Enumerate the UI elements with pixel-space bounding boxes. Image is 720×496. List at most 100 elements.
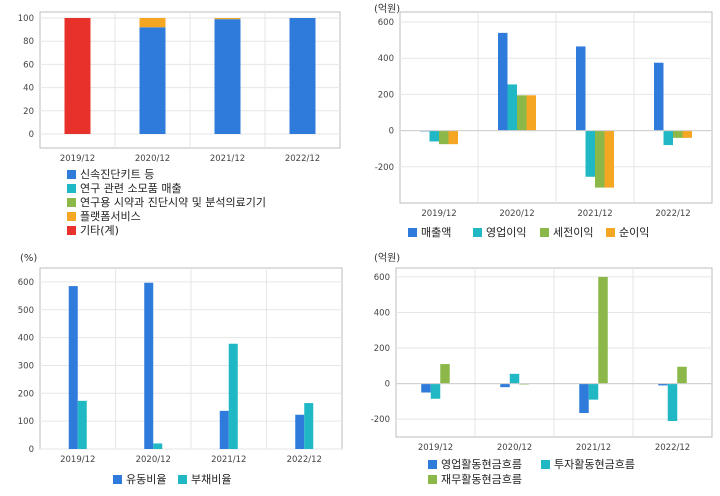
bar xyxy=(139,27,166,135)
legend-swatch xyxy=(67,198,76,207)
bar xyxy=(139,18,166,28)
y-tick-label: 0 xyxy=(29,130,34,140)
legend-swatch xyxy=(67,184,76,193)
y-tick-label: 200 xyxy=(18,389,34,399)
y-tick-label: 400 xyxy=(378,54,394,64)
bar xyxy=(517,95,527,131)
y-tick-label: 300 xyxy=(18,361,34,371)
bar xyxy=(498,32,508,131)
bar xyxy=(673,130,683,138)
y-tick-label: 600 xyxy=(18,278,34,288)
legend-swatch xyxy=(113,475,122,484)
unit-label: (억원) xyxy=(374,3,400,15)
bar xyxy=(595,130,605,188)
bar xyxy=(654,62,664,131)
x-tick-label: 2022/12 xyxy=(287,455,322,465)
bar xyxy=(68,286,78,449)
legend-label: 연구 관련 소모품 매출 xyxy=(80,182,182,195)
y-tick-label: 0 xyxy=(29,445,34,455)
legend-label: 영업이익 xyxy=(486,226,526,239)
legend-swatch xyxy=(428,475,437,484)
x-tick-label: 2021/12 xyxy=(576,443,611,453)
x-tick-label: 2021/12 xyxy=(211,455,246,465)
y-tick-label: 100 xyxy=(18,14,34,24)
bar xyxy=(507,84,517,131)
y-tick-label: 500 xyxy=(18,306,34,316)
legend-swatch xyxy=(540,228,549,237)
bar xyxy=(214,18,241,20)
legend-swatch xyxy=(408,228,417,237)
legend-label: 매출액 xyxy=(421,226,451,239)
bar xyxy=(682,130,692,138)
legend-label: 연구용 시약과 진단시약 및 분석의료기기 xyxy=(80,195,266,209)
bar xyxy=(576,46,586,131)
bar xyxy=(421,383,431,393)
bar xyxy=(440,364,450,384)
x-tick-label: 2022/12 xyxy=(655,443,690,453)
y-tick-label: -200 xyxy=(375,163,394,173)
bar xyxy=(579,383,589,413)
legend-label: 기타(계) xyxy=(80,224,119,237)
bar xyxy=(585,130,595,177)
y-tick-label: 80 xyxy=(23,37,34,47)
legend-swatch xyxy=(473,228,482,237)
x-tick-label: 2019/12 xyxy=(421,209,456,219)
x-tick-label: 2020/12 xyxy=(497,443,532,453)
legend-label: 세전이익 xyxy=(553,226,593,239)
legend-label: 순이익 xyxy=(619,226,649,239)
bar xyxy=(658,383,668,386)
x-tick-label: 2022/12 xyxy=(285,154,320,164)
unit-label: (%) xyxy=(20,253,37,264)
bar xyxy=(526,95,536,131)
bar xyxy=(153,443,163,449)
x-tick-label: 2022/12 xyxy=(655,209,690,219)
legend-label: 플랫폼서비스 xyxy=(80,210,141,223)
x-tick-label: 2020/12 xyxy=(499,209,534,219)
legend-label: 투자활동현금흐름 xyxy=(554,457,635,471)
y-tick-label: 60 xyxy=(23,60,34,70)
legend-label: 재무활동현금흐름 xyxy=(441,472,522,486)
x-tick-label: 2019/12 xyxy=(418,443,453,453)
bar xyxy=(430,383,441,399)
legend-label: 유동비율 xyxy=(126,473,166,486)
bar xyxy=(509,373,520,384)
y-tick-label: 200 xyxy=(374,344,390,354)
legend-swatch xyxy=(428,460,437,469)
legend-swatch xyxy=(67,212,76,221)
bar xyxy=(295,414,305,449)
bar xyxy=(604,130,614,188)
bar xyxy=(214,19,241,134)
y-tick-label: 600 xyxy=(378,18,394,28)
y-tick-label: 0 xyxy=(385,380,390,390)
y-tick-label: 0 xyxy=(389,127,394,137)
y-tick-label: 400 xyxy=(374,308,390,318)
y-tick-label: 20 xyxy=(23,107,34,117)
bar xyxy=(598,276,608,384)
x-tick-label: 2021/12 xyxy=(577,209,612,219)
bar xyxy=(500,383,510,388)
y-tick-label: 40 xyxy=(23,84,34,94)
y-tick-label: 100 xyxy=(18,417,34,427)
y-tick-label: 400 xyxy=(18,334,34,344)
bar xyxy=(77,400,87,449)
bar xyxy=(289,18,316,134)
legend-swatch xyxy=(178,475,187,484)
legend-label: 영업활동현금흐름 xyxy=(441,457,522,471)
bar xyxy=(588,383,599,400)
y-tick-label: 200 xyxy=(378,90,394,100)
legend-label: 신속진단키트 등 xyxy=(80,168,154,181)
y-tick-label: 600 xyxy=(374,273,390,283)
legend-swatch xyxy=(67,226,76,235)
bar xyxy=(429,130,439,142)
legend-swatch xyxy=(606,228,615,237)
x-tick-label: 2019/12 xyxy=(60,154,95,164)
bar xyxy=(228,343,238,449)
bar xyxy=(448,130,458,145)
legend-label: 부채비율 xyxy=(191,473,231,486)
bar xyxy=(663,130,673,146)
legend-swatch xyxy=(541,460,550,469)
x-tick-label: 2019/12 xyxy=(60,455,95,465)
x-tick-label: 2020/12 xyxy=(135,154,170,164)
unit-label: (억원) xyxy=(374,252,400,264)
